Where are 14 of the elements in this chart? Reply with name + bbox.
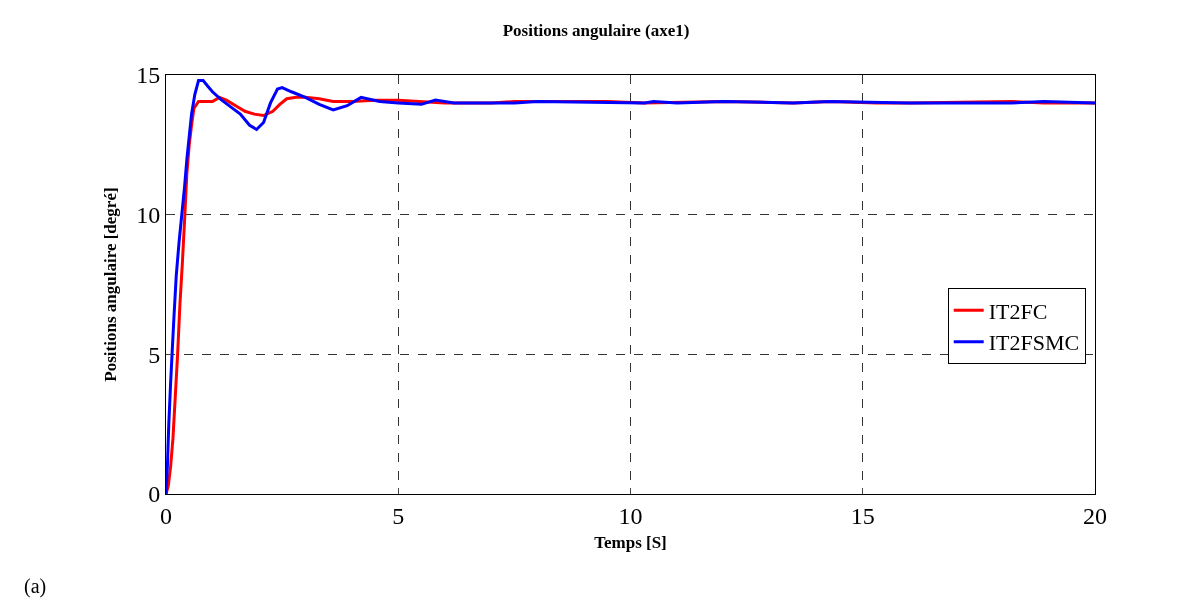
text: (a) xyxy=(24,575,47,598)
chart-title: Positions angulaire (axe1) xyxy=(502,20,690,40)
x-tick-label: 20 xyxy=(1083,502,1107,529)
y-tick-label: 5 xyxy=(148,341,161,368)
x-tick-label: 5 xyxy=(392,502,405,529)
x-axis-title: Temps [S] xyxy=(594,533,667,553)
y-axis-title: Positions angulaire [degré] xyxy=(100,187,120,382)
y-tick-label: 15 xyxy=(136,62,161,89)
x-tick-label: 15 xyxy=(850,502,875,529)
y-tick-label: 0 xyxy=(148,481,161,508)
x-tick-label: 10 xyxy=(618,502,643,529)
legend-label: IT2FSMC xyxy=(988,330,1080,356)
y-tick-label: 10 xyxy=(136,202,161,229)
legend-label: IT2FC xyxy=(988,298,1048,324)
